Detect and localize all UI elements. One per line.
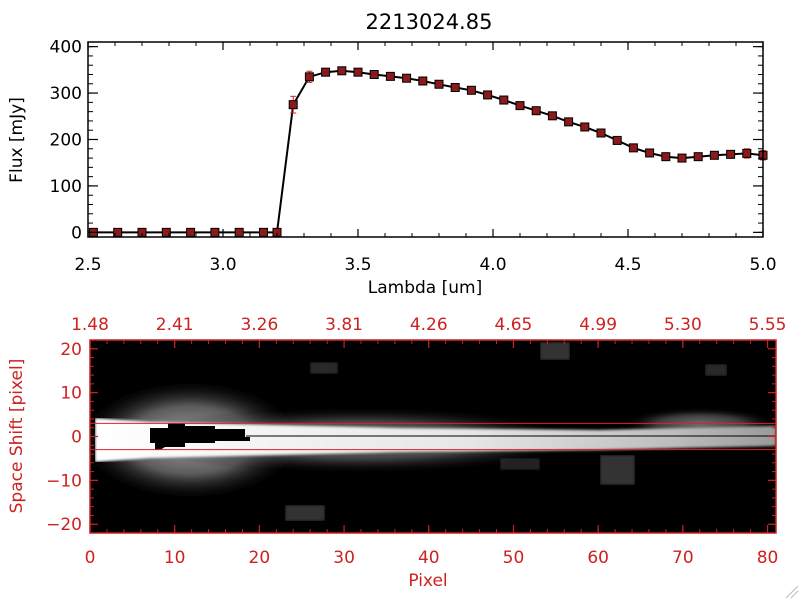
data-point [186,227,196,237]
data-point [612,135,622,145]
data-point [515,101,525,111]
x-tick-label: 60 [587,548,609,568]
top-tick-label: 1.48 [71,315,109,335]
y-tick-label: −10 [46,471,82,491]
y-tick-label: −20 [46,515,82,535]
image-x-label: Pixel [408,571,447,591]
top-tick-label: 3.81 [325,315,363,335]
data-point [234,227,244,237]
x-tick-label: 10 [164,548,186,568]
x-tick-label: 80 [757,548,779,568]
data-point [499,95,509,105]
image-x-ticks: 0 10 20 30 40 50 60 70 80 [85,525,779,568]
spectrum-line [93,69,764,234]
data-point [531,106,541,116]
data-point [693,152,703,162]
spectrum-x-label: Lambda [um] [368,278,482,298]
x-tick-label: 0 [85,548,96,568]
data-point [450,83,460,92]
data-point [259,227,268,237]
data-point [466,85,476,95]
data-point [742,148,752,158]
top-tick-label: 5.55 [749,315,787,335]
spectrum-image [90,340,776,533]
data-point [645,148,655,158]
top-tick-label: 3.26 [240,315,278,335]
y-tick-label: 300 [50,84,82,104]
y-tick-label: 200 [50,131,82,151]
noise-blob [705,364,727,376]
data-point [661,152,671,162]
x-tick-label: 40 [418,548,440,568]
x-tick-label: 4.0 [479,255,506,275]
data-point [369,70,379,79]
spectrum-x-ticks: 2.5 3.0 3.5 4.0 4.5 5.0 [74,42,777,275]
top-tick-label: 4.65 [495,315,533,335]
x-tick-label: 30 [333,548,355,568]
image-y-label: Space Shift [pixel] [7,359,27,514]
x-tick-label: 3.5 [344,255,371,275]
data-point [304,72,314,82]
saturated-core [150,423,250,450]
image-wavelength-ticks: 1.48 2.41 3.26 3.81 4.26 4.65 4.99 5.30 5.55 [71,315,786,348]
data-point [353,67,363,77]
x-tick-label: 5.0 [749,255,776,275]
data-point [288,100,298,110]
noise-blob [500,458,540,470]
data-point [596,128,606,138]
spectrum-plot-area [88,66,768,237]
top-tick-label: 4.26 [410,315,448,335]
data-point [564,117,574,127]
data-point [337,66,347,76]
data-point [580,122,590,132]
spectrum-frame [87,41,764,238]
noise-blob [310,362,338,374]
data-point [628,143,638,153]
spectrum-y-label: Flux [mJy] [7,97,27,183]
data-point [418,76,428,86]
top-tick-label: 5.30 [664,315,702,335]
top-tick-label: 4.99 [579,315,617,335]
spectrum-panel: 2213024.85 2.5 3.0 3.5 4.0 4.5 5.0 0 100 200 300… [7,10,777,298]
resize-grip-icon[interactable] [785,585,799,599]
spectrum-trace [95,418,776,462]
x-tick-label: 20 [249,548,271,568]
x-tick-label: 4.5 [614,255,641,275]
data-point [483,90,493,100]
y-tick-label: 100 [50,177,82,197]
x-tick-label: 3.0 [209,255,236,275]
x-tick-label: 2.5 [74,255,101,275]
noise-blob [285,505,325,521]
data-point [385,71,395,81]
data-point [547,111,557,121]
data-point [210,227,220,237]
data-point [402,73,412,83]
noise-blob [600,455,635,485]
data-point [434,79,444,89]
data-point [321,67,331,77]
spectrum-image-panel: 0 10 20 30 40 50 60 70 80 −20 −10 0 10 20 1.48 2.41 3.… [7,315,786,591]
x-tick-label: 50 [503,548,525,568]
y-tick-label: 0 [71,428,82,448]
data-point [709,150,719,160]
data-point [677,153,687,163]
y-tick-label: 20 [60,340,82,360]
top-tick-label: 2.41 [156,315,194,335]
spectrum-y-ticks: 0 100 200 300 400 [50,38,763,243]
x-tick-label: 70 [672,548,694,568]
chart-title: 2213024.85 [366,10,493,34]
y-tick-label: 10 [60,384,82,404]
image-y-ticks: −20 −10 0 10 20 [46,340,776,535]
data-point [726,149,736,159]
y-tick-label: 0 [71,223,82,243]
y-tick-label: 400 [50,38,82,58]
extraction-aperture-lines [90,422,776,451]
noise-blob [540,342,570,360]
